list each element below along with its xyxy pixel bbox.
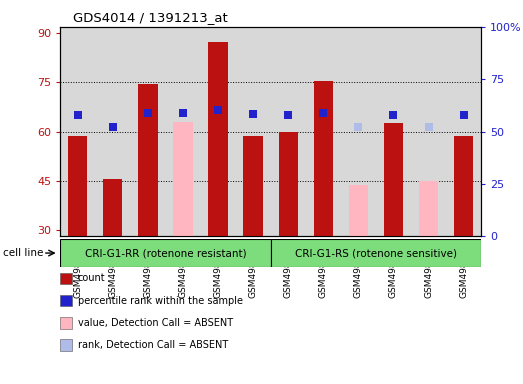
Bar — [271, 239, 481, 267]
Text: percentile rank within the sample: percentile rank within the sample — [78, 296, 243, 306]
Bar — [208, 41, 228, 236]
Text: value, Detection Call = ABSENT: value, Detection Call = ABSENT — [78, 318, 233, 328]
Bar — [341, 27, 376, 236]
Bar — [419, 180, 438, 236]
Bar — [314, 81, 333, 236]
Bar — [173, 122, 192, 236]
Bar — [60, 27, 95, 236]
Bar — [165, 27, 200, 236]
Bar — [68, 136, 87, 236]
Text: count: count — [78, 273, 106, 283]
Bar — [446, 27, 481, 236]
Bar — [103, 179, 122, 236]
Bar — [384, 123, 403, 236]
Bar — [200, 27, 235, 236]
Text: GDS4014 / 1391213_at: GDS4014 / 1391213_at — [73, 11, 228, 24]
Text: CRI-G1-RR (rotenone resistant): CRI-G1-RR (rotenone resistant) — [85, 248, 246, 258]
Text: cell line: cell line — [3, 248, 43, 258]
Bar — [376, 27, 411, 236]
Bar — [306, 27, 341, 236]
Bar — [271, 27, 306, 236]
Bar — [60, 239, 271, 267]
Bar — [411, 27, 446, 236]
Bar — [279, 131, 298, 236]
Bar — [244, 136, 263, 236]
Text: CRI-G1-RS (rotenone sensitive): CRI-G1-RS (rotenone sensitive) — [295, 248, 457, 258]
Bar — [95, 27, 130, 236]
Bar — [138, 84, 157, 236]
Bar — [130, 27, 165, 236]
Bar — [349, 185, 368, 236]
Bar — [235, 27, 271, 236]
Bar — [454, 136, 473, 236]
Text: rank, Detection Call = ABSENT: rank, Detection Call = ABSENT — [78, 340, 228, 350]
